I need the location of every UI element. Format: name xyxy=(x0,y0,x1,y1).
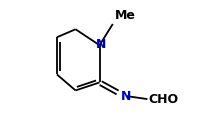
Text: Me: Me xyxy=(115,9,136,22)
Text: N: N xyxy=(96,38,106,51)
Text: CHO: CHO xyxy=(148,93,178,106)
Text: N: N xyxy=(121,90,131,103)
